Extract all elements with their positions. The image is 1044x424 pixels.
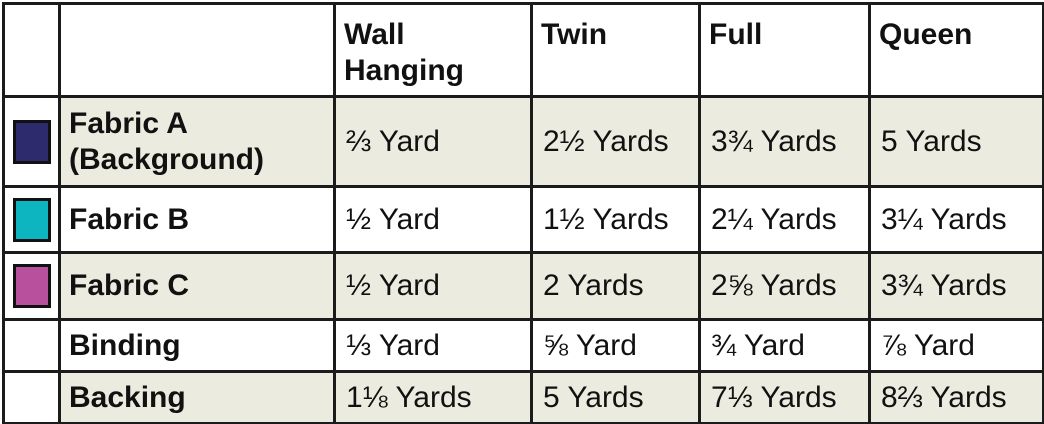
- yardage-cell: 2 Yards: [530, 251, 701, 321]
- yardage-cell: ½ Yard: [333, 251, 533, 321]
- yardage-cell: ½ Yard: [333, 185, 533, 254]
- table-row: Binding ⅓ Yard ⅝ Yard ¾ Yard ⅞ Yard: [2, 318, 1044, 373]
- yardage-cell: 1½ Yards: [530, 185, 701, 254]
- header-row: Wall Hanging Twin Full Queen: [2, 2, 1044, 98]
- swatch-cell: [2, 185, 61, 254]
- row-label: Fabric A (Background): [58, 95, 336, 188]
- yardage-cell: ⅝ Yard: [530, 318, 701, 373]
- yardage-cell: ⅞ Yard: [868, 318, 1044, 373]
- yardage-cell: 3¼ Yards: [868, 185, 1044, 254]
- color-swatch: [12, 197, 51, 242]
- row-label: Fabric C: [58, 251, 336, 321]
- yardage-cell: 8⅔ Yards: [868, 370, 1044, 424]
- column-header: Wall Hanging: [333, 2, 533, 98]
- row-label: Binding: [58, 318, 336, 373]
- yardage-cell: 5 Yards: [868, 95, 1044, 188]
- yardage-cell: ¾ Yard: [698, 318, 871, 373]
- corner-cell: [58, 2, 336, 98]
- color-swatch: [12, 119, 51, 164]
- row-label: Fabric B: [58, 185, 336, 254]
- swatch-cell: [2, 251, 61, 321]
- table-row: Fabric A (Background) ⅔ Yard 2½ Yards 3¾ Ya…: [2, 95, 1044, 188]
- swatch-cell: [2, 370, 61, 424]
- color-swatch: [12, 264, 51, 308]
- yardage-cell: 2¼ Yards: [698, 185, 871, 254]
- yardage-cell: 5 Yards: [530, 370, 701, 424]
- corner-cell: [2, 2, 61, 98]
- table-row: Backing 1⅛ Yards 5 Yards 7⅓ Yards 8⅔ Yards: [2, 370, 1044, 424]
- yardage-cell: 2⅝ Yards: [698, 251, 871, 321]
- yardage-cell: 2½ Yards: [530, 95, 701, 188]
- yardage-cell: 3¾ Yards: [698, 95, 871, 188]
- row-label: Backing: [58, 370, 336, 424]
- yardage-cell: 1⅛ Yards: [333, 370, 533, 424]
- yardage-cell: ⅓ Yard: [333, 318, 533, 373]
- yardage-cell: 3¾ Yards: [868, 251, 1044, 321]
- swatch-cell: [2, 95, 61, 188]
- swatch-cell: [2, 318, 61, 373]
- column-header: Twin: [530, 2, 701, 98]
- column-header: Queen: [868, 2, 1044, 98]
- yardage-cell: ⅔ Yard: [333, 95, 533, 188]
- column-header: Full: [698, 2, 871, 98]
- yardage-cell: 7⅓ Yards: [698, 370, 871, 424]
